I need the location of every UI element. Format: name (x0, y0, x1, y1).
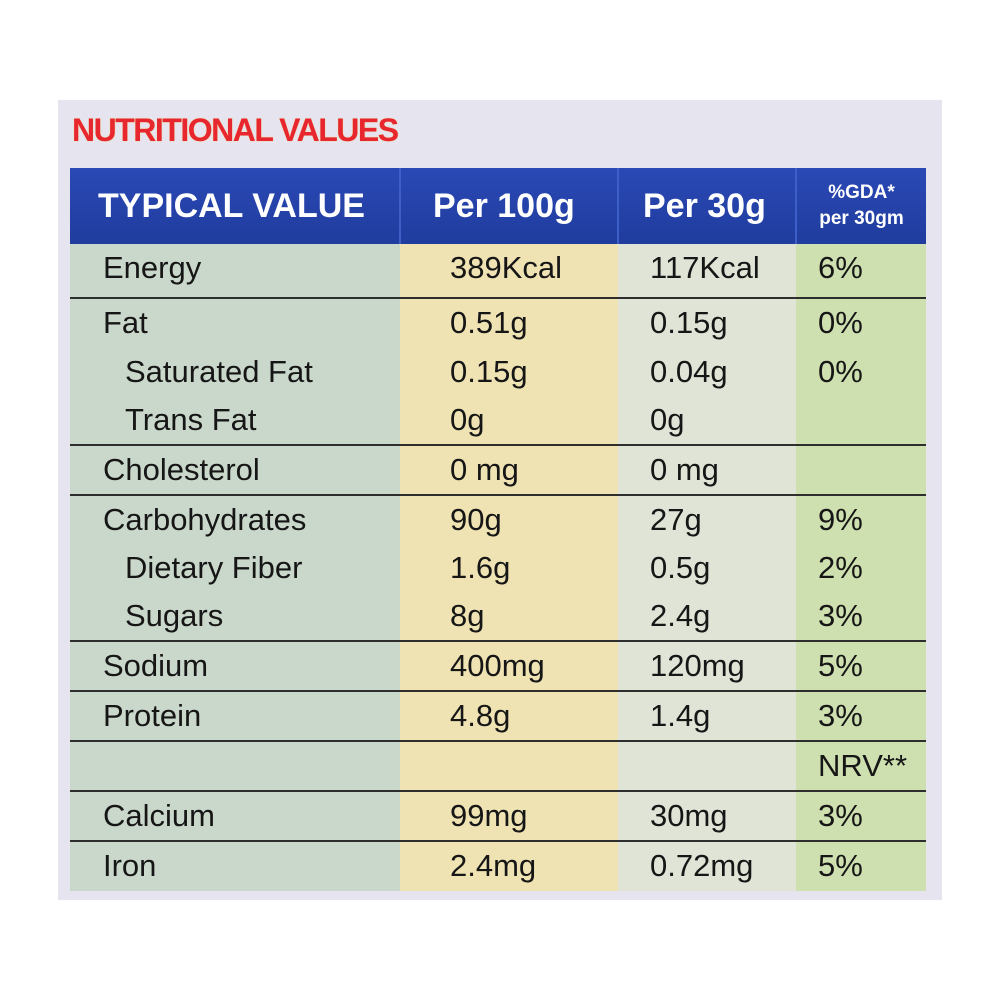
value-gda: 2% (796, 544, 926, 592)
nutrient-name: Sodium (70, 640, 400, 691)
value-per-100g: 90g (400, 494, 618, 544)
value-per-100g: 0.51g (400, 297, 618, 348)
value-per-100g: 400mg (400, 640, 618, 691)
value-per-30g: 30mg (618, 790, 796, 841)
table-row-energy: Energy 389Kcal 117Kcal 6% (70, 244, 926, 298)
table-title: NUTRITIONAL VALUES (72, 112, 399, 148)
value-per-30g: 0.5g (618, 544, 796, 592)
table-row-sodium: Sodium 400mg 120mg 5% (70, 640, 926, 691)
value-gda: 3% (796, 790, 926, 841)
header-gda: %GDA* per 30gm (796, 168, 926, 244)
value-gda: 3% (796, 690, 926, 741)
value-gda: 0% (796, 348, 926, 396)
nutrient-name: Protein (70, 690, 400, 741)
value-per-30g: 0 mg (618, 444, 796, 495)
value-gda: 9% (796, 494, 926, 544)
table-row-protein: Protein 4.8g 1.4g 3% (70, 690, 926, 741)
nutrient-name (70, 740, 400, 791)
header-typical-value: TYPICAL VALUE (70, 168, 401, 244)
value-per-100g: 0 mg (400, 444, 618, 495)
value-per-100g: 4.8g (400, 690, 618, 741)
value-per-30g (618, 740, 796, 791)
table-row-cholesterol: Cholesterol 0 mg 0 mg (70, 444, 926, 495)
nutrient-name: Cholesterol (70, 444, 400, 495)
nutrient-name: Energy (70, 244, 400, 298)
table-row-carbohydrates: Carbohydrates 90g 27g 9% (70, 494, 926, 544)
nrv-label: NRV** (796, 740, 926, 791)
value-per-100g: 0.15g (400, 348, 618, 396)
header-gda-line2: per 30gm (819, 208, 904, 229)
nutrient-name: Sugars (70, 592, 400, 641)
value-per-100g (400, 740, 618, 791)
value-per-30g: 120mg (618, 640, 796, 691)
value-per-30g: 27g (618, 494, 796, 544)
value-per-30g: 1.4g (618, 690, 796, 741)
table-row-fat: Fat 0.51g 0.15g 0% (70, 297, 926, 348)
nutrient-name: Calcium (70, 790, 400, 841)
nutrient-name: Fat (70, 297, 400, 348)
value-per-100g: 99mg (400, 790, 618, 841)
header-gda-line1: %GDA* (828, 182, 895, 203)
table-row-dietary-fiber: Dietary Fiber 1.6g 0.5g 2% (70, 544, 926, 592)
value-gda: 5% (796, 840, 926, 891)
nutrient-name: Carbohydrates (70, 494, 400, 544)
table-row-iron: Iron 2.4mg 0.72mg 5% (70, 840, 926, 891)
value-per-100g: 2.4mg (400, 840, 618, 891)
table-row-sugars: Sugars 8g 2.4g 3% (70, 592, 926, 641)
value-gda: 3% (796, 592, 926, 641)
table-header: TYPICAL VALUE Per 100g Per 30g %GDA* per… (70, 168, 926, 244)
value-per-100g: 1.6g (400, 544, 618, 592)
value-gda: 6% (796, 244, 926, 298)
value-per-100g: 389Kcal (400, 244, 618, 298)
table-row-nrv-label: NRV** (70, 740, 926, 791)
value-per-30g: 2.4g (618, 592, 796, 641)
table-row-saturated-fat: Saturated Fat 0.15g 0.04g 0% (70, 348, 926, 396)
value-gda: 5% (796, 640, 926, 691)
table-row-calcium: Calcium 99mg 30mg 3% (70, 790, 926, 841)
nutrient-name: Saturated Fat (70, 348, 400, 396)
value-per-30g: 0.72mg (618, 840, 796, 891)
nutrient-name: Trans Fat (70, 396, 400, 445)
value-per-30g: 0.04g (618, 348, 796, 396)
value-per-30g: 117Kcal (618, 244, 796, 298)
value-per-100g: 0g (400, 396, 618, 445)
value-per-100g: 8g (400, 592, 618, 641)
value-gda (796, 444, 926, 495)
value-per-30g: 0g (618, 396, 796, 445)
value-gda (796, 396, 926, 445)
table-row-trans-fat: Trans Fat 0g 0g (70, 396, 926, 445)
nutrient-name: Dietary Fiber (70, 544, 400, 592)
nutrient-name: Iron (70, 840, 400, 891)
table-body: Energy 389Kcal 117Kcal 6% Fat 0.51g 0.15… (70, 244, 926, 891)
header-per-30g: Per 30g (618, 168, 797, 244)
header-per-100g: Per 100g (400, 168, 619, 244)
value-gda: 0% (796, 297, 926, 348)
nutrition-table: TYPICAL VALUE Per 100g Per 30g %GDA* per… (70, 168, 926, 891)
value-per-30g: 0.15g (618, 297, 796, 348)
header-row: TYPICAL VALUE Per 100g Per 30g %GDA* per… (70, 168, 926, 244)
